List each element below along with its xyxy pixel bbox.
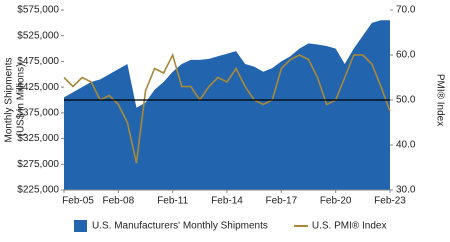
y2-tick-label: 60.0 (396, 50, 416, 61)
y-tick-label: $275,000 (17, 159, 59, 170)
legend-label: U.S. Manufacturers' Monthly Shipments (92, 221, 268, 232)
y-axis-title: Monthly Shipments (4, 57, 15, 142)
y-tick-label: $225,000 (17, 185, 59, 196)
x-tick-label: Feb-23 (374, 196, 406, 207)
y2-tick-label: 70.0 (396, 5, 416, 16)
x-tick-label: Feb-08 (102, 196, 134, 207)
y2-tick-label: 40.0 (396, 140, 416, 151)
y-tick-label: $325,000 (17, 133, 59, 144)
y-tick-label: $575,000 (17, 5, 59, 16)
area (64, 20, 390, 190)
legend-swatch (74, 220, 87, 232)
y2-tick-label: 50.0 (396, 95, 416, 106)
x-tick-label: Feb-20 (320, 196, 352, 207)
x-tick-label: Feb-14 (211, 196, 243, 207)
x-tick-label: Feb-17 (265, 196, 297, 207)
y2-axis-title: PMI® Index (434, 74, 445, 126)
x-tick-label: Feb-05 (62, 196, 94, 207)
y-tick-label: $425,000 (17, 82, 59, 93)
y-tick-label: $525,000 (17, 30, 59, 41)
y-axis-title: (US$ in Millions) (16, 64, 27, 137)
y2-tick-label: 30.0 (396, 185, 416, 196)
x-tick-label: Feb-11 (157, 196, 188, 207)
y-tick-label: $475,000 (17, 56, 59, 67)
y-tick-label: $375,000 (17, 107, 59, 118)
legend-label: U.S. PMI® Index (312, 221, 387, 232)
